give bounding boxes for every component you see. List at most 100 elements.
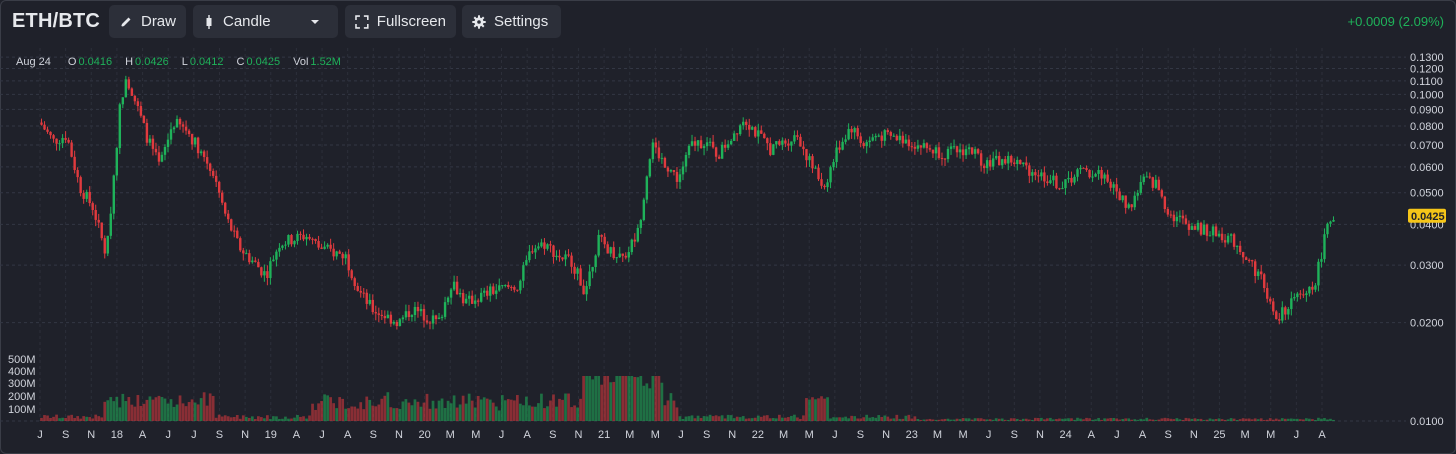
candle-body xyxy=(835,147,838,163)
y-tick-label: 0.0600 xyxy=(1410,162,1444,174)
candle-body xyxy=(504,284,507,286)
candle-body xyxy=(886,130,889,133)
candle-body xyxy=(669,170,673,172)
fullscreen-button[interactable]: Fullscreen xyxy=(345,5,456,38)
volume-bar xyxy=(781,417,784,421)
candle-body xyxy=(236,230,239,239)
candle-body xyxy=(955,146,959,153)
volume-bar xyxy=(1033,417,1037,421)
candle-body xyxy=(1022,162,1025,165)
volume-bar xyxy=(687,416,691,421)
volume-bar xyxy=(567,393,570,421)
candle-body xyxy=(561,257,564,260)
candle-body xyxy=(1226,235,1230,243)
volume-bar xyxy=(645,383,649,421)
volume-bar xyxy=(982,419,986,421)
volume-bar xyxy=(422,402,426,421)
candle-body xyxy=(723,144,727,148)
volume-bar xyxy=(1214,419,1218,421)
candle-body xyxy=(814,167,817,169)
volume-bar xyxy=(205,405,209,421)
chart-type-select[interactable]: Candle xyxy=(193,5,338,38)
volume-bar xyxy=(558,398,561,421)
candle-body xyxy=(1293,297,1296,299)
candle-body xyxy=(856,128,859,137)
volume-bar xyxy=(416,401,420,421)
volume-bar xyxy=(1009,418,1013,421)
volume-bar xyxy=(1067,418,1070,421)
candle-body xyxy=(1034,172,1037,176)
x-tick-label: 24 xyxy=(1059,429,1071,441)
candle-body xyxy=(166,139,170,148)
volume-bar xyxy=(232,417,236,421)
x-tick-label: 22 xyxy=(752,429,764,441)
volume-bar xyxy=(446,400,450,421)
volume-bar xyxy=(1157,419,1161,421)
volume-bar xyxy=(732,418,736,421)
volume-bar xyxy=(184,406,188,421)
volume-bar xyxy=(979,418,983,421)
volume-bar xyxy=(735,416,739,421)
x-tick-label: A xyxy=(1318,429,1326,441)
candle-body xyxy=(630,239,633,253)
volume-bar xyxy=(799,418,802,421)
candle-body xyxy=(790,141,793,146)
candle-body xyxy=(383,316,387,319)
candle-body xyxy=(446,297,450,303)
candle-body xyxy=(624,255,627,258)
volume-bar xyxy=(287,418,290,421)
candle-body xyxy=(829,167,832,183)
volume-bar xyxy=(1040,417,1043,421)
volume-bar xyxy=(1265,419,1269,421)
volume-bar xyxy=(940,419,944,421)
volume-bar xyxy=(723,418,727,421)
volume-bar xyxy=(958,419,962,421)
x-tick-label: J xyxy=(37,429,43,441)
volume-bar xyxy=(341,398,345,421)
candle-body xyxy=(531,251,534,253)
volume-bar xyxy=(811,397,814,421)
volume-bar xyxy=(582,376,585,421)
volume-bar xyxy=(693,418,697,421)
volume-bar xyxy=(636,377,640,421)
candle-body xyxy=(251,260,254,263)
volume-bar xyxy=(148,396,152,421)
candle-body xyxy=(1275,311,1278,320)
candle-body xyxy=(1040,172,1043,177)
settings-button[interactable]: Settings xyxy=(462,5,561,38)
candle-body xyxy=(305,236,308,240)
volume-bar xyxy=(988,419,992,421)
candle-body xyxy=(199,151,203,154)
volume-bar xyxy=(756,415,760,421)
candle-body xyxy=(934,147,938,154)
candle-body xyxy=(1305,293,1308,295)
candle-body xyxy=(910,146,914,148)
volume-bar xyxy=(880,417,884,421)
candle-body xyxy=(254,260,257,262)
candle-body xyxy=(287,235,290,245)
candle-body xyxy=(699,140,703,149)
draw-button[interactable]: Draw xyxy=(109,5,186,38)
volume-bar xyxy=(1314,419,1317,421)
volume-bar xyxy=(796,417,799,421)
volume-bar xyxy=(862,417,866,421)
candle-body xyxy=(100,222,103,239)
candle-body xyxy=(877,135,880,137)
candle-body xyxy=(1172,214,1176,222)
volume-bar xyxy=(931,419,935,421)
volume-bar xyxy=(256,416,260,421)
candle-body xyxy=(760,130,763,134)
candle-body xyxy=(46,129,49,132)
volume-bar xyxy=(1250,419,1254,421)
volume-bar xyxy=(259,417,263,421)
candle-body xyxy=(425,320,429,323)
x-tick-label: S xyxy=(857,429,864,441)
volume-bar xyxy=(40,417,43,421)
volume-bar xyxy=(597,376,601,421)
candle-body xyxy=(1064,179,1067,189)
volume-bar xyxy=(570,407,573,421)
candle-body xyxy=(1052,175,1055,181)
volume-bar xyxy=(838,417,841,421)
candle-body xyxy=(1263,274,1266,289)
